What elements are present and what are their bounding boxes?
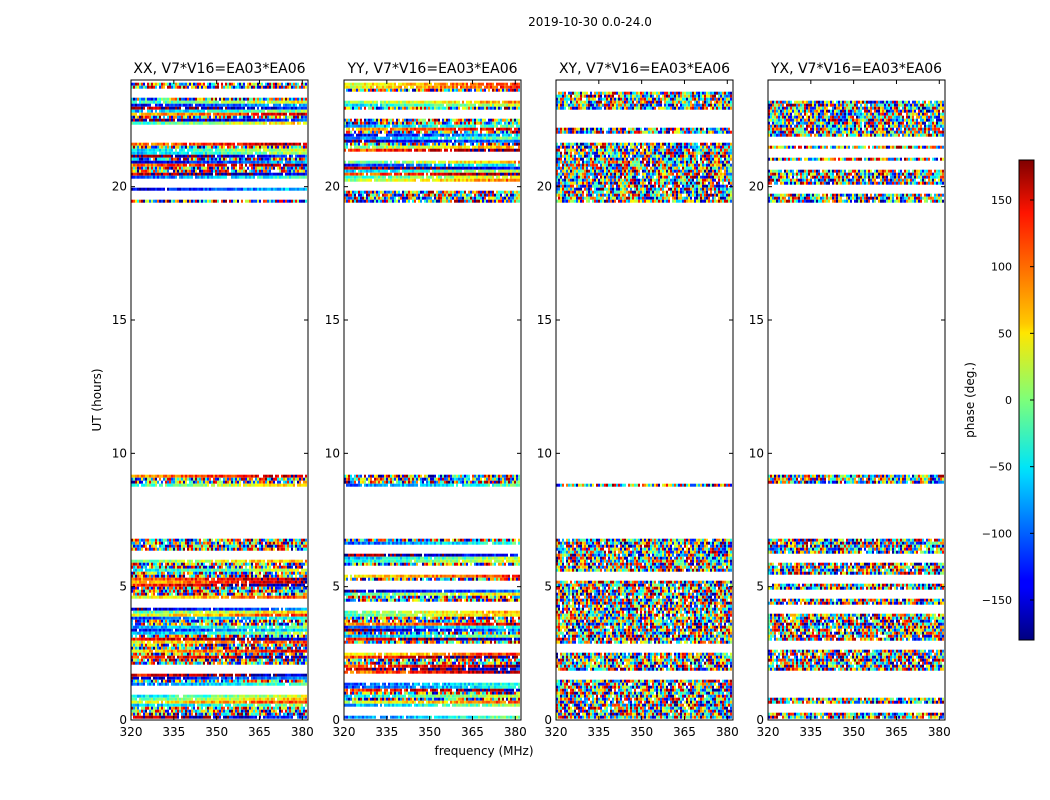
data-band-3 <box>556 92 732 203</box>
y-tick-label: 15 <box>325 313 340 327</box>
figure-title: 2019-10-30 0.0-24.0 <box>528 15 652 29</box>
y-tick-label: 10 <box>749 446 764 460</box>
x-tick-label: 350 <box>205 725 228 739</box>
x-tick-label: 350 <box>842 725 865 739</box>
y-tick-label: 5 <box>332 580 340 594</box>
y-tick-label: 20 <box>749 180 764 194</box>
y-tick-label: 0 <box>119 713 127 727</box>
panel-2: YY, V7*V16=EA03*EA06 320 335 350 365 380 0 5 10 1… <box>325 61 527 739</box>
y-tick-label: 5 <box>756 580 764 594</box>
x-tick-label: 320 <box>120 725 143 739</box>
y-ticks: 0 5 10 15 20 <box>749 180 945 727</box>
x-tick-label: 320 <box>333 725 356 739</box>
data-band-3 <box>131 83 307 203</box>
colorbar-tick-label: −100 <box>982 527 1012 540</box>
y-tick-label: 10 <box>112 446 127 460</box>
y-tick-label: 15 <box>537 313 552 327</box>
y-tick-label: 0 <box>756 713 764 727</box>
x-tick-label: 335 <box>162 725 185 739</box>
data-band-2 <box>768 475 944 484</box>
y-tick-label: 10 <box>325 446 340 460</box>
panel-4: YX, V7*V16=EA03*EA06 320 335 350 365 380 0 5 10 1… <box>749 61 951 739</box>
x-tick-label: 365 <box>461 725 484 739</box>
y-tick-label: 5 <box>119 580 127 594</box>
x-axis-label: frequency (MHz) <box>434 744 533 758</box>
x-tick-label: 380 <box>716 725 739 739</box>
y-tick-label: 20 <box>112 180 127 194</box>
colorbar-tick-label: −50 <box>989 461 1012 474</box>
x-tick-label: 380 <box>504 725 527 739</box>
y-axis-label: UT (hours) <box>90 368 104 431</box>
y-ticks: 0 5 10 15 20 <box>537 180 733 727</box>
y-ticks: 0 5 10 15 20 <box>325 180 521 727</box>
x-tick-label: 335 <box>799 725 822 739</box>
panels: XX, V7*V16=EA03*EA06 320 335 350 365 380 0 5 10 1… <box>112 61 951 739</box>
y-tick-label: 5 <box>544 580 552 594</box>
data-band-1 <box>344 539 520 719</box>
panel-title: YX, V7*V16=EA03*EA06 <box>770 61 942 77</box>
data-band-3 <box>344 83 520 203</box>
figure: 2019-10-30 0.0-24.0 XX, V7*V16=EA03*EA06… <box>0 0 1050 800</box>
x-tick-label: 365 <box>248 725 271 739</box>
x-tick-label: 335 <box>587 725 610 739</box>
data-band-1 <box>556 539 732 719</box>
x-tick-label: 380 <box>928 725 951 739</box>
y-tick-label: 10 <box>537 446 552 460</box>
colorbar: 150 100 50 0 −50 −100 −150 phase (deg.) <box>963 160 1034 640</box>
colorbar-label: phase (deg.) <box>963 362 977 438</box>
x-tick-label: 380 <box>291 725 314 739</box>
panel-3: XY, V7*V16=EA03*EA06 320 335 350 365 380 0 5 10 1… <box>537 61 739 739</box>
x-tick-label: 365 <box>885 725 908 739</box>
y-tick-label: 15 <box>112 313 127 327</box>
x-tick-label: 335 <box>375 725 398 739</box>
panel-title: XY, V7*V16=EA03*EA06 <box>559 61 730 77</box>
data-band-1 <box>131 539 307 719</box>
colorbar-tick-label: 0 <box>1005 394 1012 407</box>
colorbar-tick-label: −150 <box>982 594 1012 607</box>
colorbar-tick-label: 150 <box>991 194 1012 207</box>
panel-title: YY, V7*V16=EA03*EA06 <box>346 61 517 77</box>
colorbar-tick-label: 50 <box>998 327 1012 340</box>
panel-title: XX, V7*V16=EA03*EA06 <box>133 61 305 77</box>
y-tick-label: 0 <box>544 713 552 727</box>
x-tick-label: 350 <box>418 725 441 739</box>
y-tick-label: 15 <box>749 313 764 327</box>
x-tick-label: 365 <box>673 725 696 739</box>
data-band-2 <box>556 484 732 487</box>
x-tick-label: 350 <box>630 725 653 739</box>
data-band-3 <box>768 101 944 203</box>
x-tick-label: 320 <box>757 725 780 739</box>
y-tick-label: 0 <box>332 713 340 727</box>
colorbar-tick-label: 100 <box>991 261 1012 274</box>
data-band-2 <box>344 475 520 487</box>
x-tick-label: 320 <box>545 725 568 739</box>
panel-1: XX, V7*V16=EA03*EA06 320 335 350 365 380 0 5 10 1… <box>112 61 314 739</box>
data-band-1 <box>768 539 944 719</box>
y-tick-label: 20 <box>325 180 340 194</box>
data-band-2 <box>131 475 307 487</box>
y-tick-label: 20 <box>537 180 552 194</box>
